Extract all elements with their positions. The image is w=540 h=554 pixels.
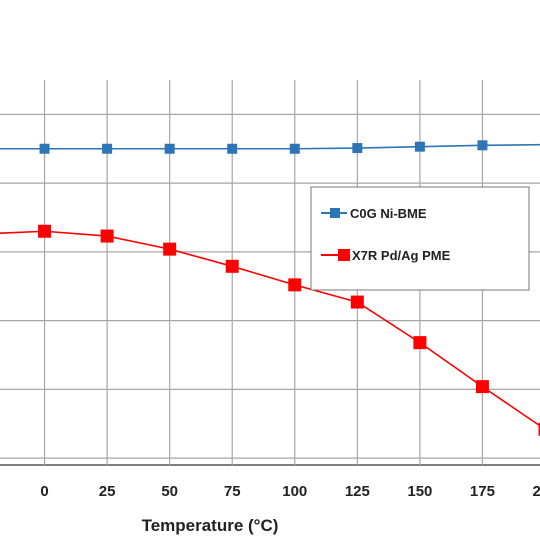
legend-marker-x7r [338, 249, 350, 261]
data-point [538, 422, 540, 436]
x-tick-label: 200 [532, 483, 540, 500]
series-line-0 [0, 143, 540, 150]
data-point [289, 143, 300, 154]
x-axis-label: Temperature (°C) [142, 516, 279, 535]
legend: C0G Ni-BME X7R Pd/Ag PME [310, 186, 530, 291]
legend-box [310, 186, 530, 291]
x-tick-label: 0 [40, 483, 48, 500]
data-point [102, 143, 113, 154]
data-point [163, 242, 177, 256]
data-point [352, 143, 363, 154]
data-point [225, 259, 239, 273]
data-point [164, 143, 175, 154]
data-point [413, 336, 427, 350]
data-point [414, 141, 425, 152]
x-tick-label: 125 [345, 483, 370, 500]
legend-marker-c0g [330, 208, 340, 218]
x-tick-label: 50 [161, 483, 178, 500]
data-point [39, 143, 50, 154]
series-markers [38, 140, 540, 436]
x-tick-label: 75 [224, 483, 241, 500]
series-lines [0, 143, 540, 427]
x-tick-label: 175 [470, 483, 495, 500]
x-tick-label: 150 [407, 483, 432, 500]
legend-label-x7r: X7R Pd/Ag PME [352, 248, 451, 263]
x-tick-label: 25 [99, 483, 116, 500]
data-point [100, 229, 114, 243]
data-point [350, 295, 364, 309]
data-point [227, 143, 238, 154]
data-point [288, 278, 302, 292]
series-line-1 [0, 230, 540, 427]
x-tick-labels: 0 25 50 75 100 125 150 175 200 [40, 483, 540, 500]
x-tick-label: 100 [282, 483, 307, 500]
legend-label-c0g: C0G Ni-BME [350, 206, 427, 221]
data-point [477, 140, 488, 151]
data-point [475, 380, 489, 394]
data-point [38, 224, 52, 238]
